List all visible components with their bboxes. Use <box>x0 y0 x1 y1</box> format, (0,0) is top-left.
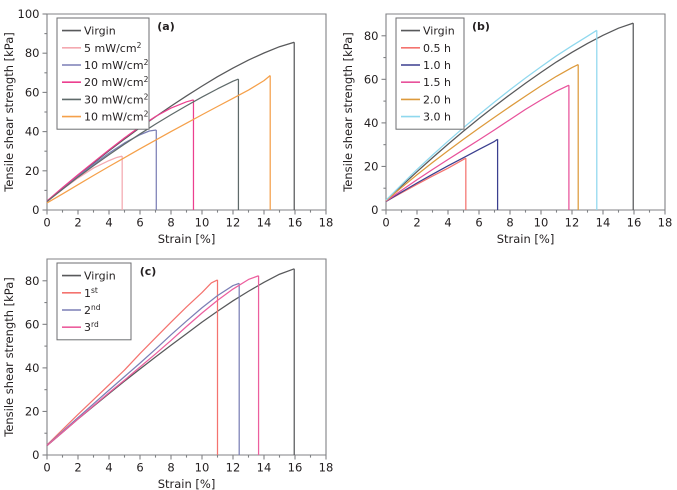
y-tick-label-b: 20 <box>364 159 379 173</box>
y-tick-label-b: 40 <box>364 116 379 130</box>
x-tick-label-c: 2 <box>74 461 81 475</box>
x-tick-label-c: 4 <box>105 461 112 475</box>
legend-label-c: 3rd <box>84 320 99 334</box>
x-tick-label-b: 0 <box>382 216 389 230</box>
y-tick-label-a: 20 <box>25 164 40 178</box>
x-tick-label-a: 18 <box>319 216 334 230</box>
y-tick-label-c: 40 <box>25 361 40 375</box>
x-tick-label-c: 16 <box>288 461 303 475</box>
x-tick-label-b: 16 <box>627 216 642 230</box>
x-tick-label-c: 18 <box>319 461 334 475</box>
series-curve-a <box>46 155 123 202</box>
x-tick-label-b: 4 <box>444 216 451 230</box>
x-tick-label-c: 14 <box>257 461 272 475</box>
legend-label-a: 5 mW/cm2 <box>84 41 142 55</box>
x-tick-label-a: 10 <box>195 216 210 230</box>
y-tick-label-a: 0 <box>32 203 39 217</box>
series-curve-b <box>385 63 579 202</box>
series-curve-a <box>46 99 194 202</box>
chart-panel-a: 0 2 4 6 8 10 12 14 16 18 0 20 40 60 80 100 Strain [%] Ten… <box>0 0 338 245</box>
y-axis-title-c: Tensile shear strength [kPa] <box>2 277 16 438</box>
y-tick-label-c: 60 <box>25 317 40 331</box>
legend-label-b: 1.5 h <box>423 76 451 89</box>
legend-label-a: 30 mW/cm2 <box>84 92 149 106</box>
x-tick-label-c: 12 <box>226 461 241 475</box>
series-curve-a <box>46 75 271 204</box>
series-curve-c <box>46 275 259 446</box>
y-axis-title-b: Tensile shear strength [kPa] <box>341 32 355 193</box>
series-curve-c <box>46 279 218 446</box>
x-tick-label-b: 10 <box>534 216 549 230</box>
x-tick-label-a: 2 <box>74 216 81 230</box>
x-tick-label-a: 6 <box>136 216 143 230</box>
legend-label-b: 2.0 h <box>423 93 451 106</box>
x-tick-label-b: 12 <box>565 216 580 230</box>
legend-label-c: 2nd <box>84 303 101 317</box>
chart-svg-a: 0 2 4 6 8 10 12 14 16 18 0 20 40 60 80 100 Strain [%] Ten… <box>2 7 334 245</box>
legend-label-a: 20 mW/cm2 <box>84 75 149 89</box>
series-curve-a <box>46 129 157 202</box>
chart-svg-c: 0 2 4 6 8 10 12 14 16 18 0 20 40 60 80 Strain [%] Tensil… <box>2 258 334 490</box>
legend-label-c: 1st <box>84 286 98 300</box>
x-tick-label-a: 0 <box>43 216 50 230</box>
panel-letter-c: (c) <box>140 265 157 278</box>
y-tick-label-a: 100 <box>18 7 40 21</box>
x-tick-label-c: 6 <box>136 461 143 475</box>
chart-panel-b: 0 2 4 6 8 10 12 14 16 18 0 20 40 60 80 Strain [%] Tensil… <box>339 0 677 245</box>
y-tick-label-b: 0 <box>371 203 378 217</box>
x-tick-label-b: 8 <box>506 216 513 230</box>
series-curve-b <box>385 29 598 201</box>
legend-box-a <box>56 17 150 130</box>
legend-label-b: 3.0 h <box>423 111 451 124</box>
x-tick-label-a: 4 <box>105 216 112 230</box>
x-tick-label-a: 12 <box>226 216 241 230</box>
y-tick-label-c: 80 <box>25 274 40 288</box>
plot-frame-b <box>385 13 666 210</box>
y-tick-label-a: 80 <box>25 46 40 60</box>
y-tick-label-a: 40 <box>25 125 40 139</box>
y-tick-label-b: 60 <box>364 72 379 86</box>
series-curve-c <box>46 282 240 446</box>
x-tick-label-b: 6 <box>475 216 482 230</box>
series-curve-b <box>385 84 570 202</box>
x-axis-title-b: Strain [%] <box>497 232 555 245</box>
legend-label-c: Virgin <box>84 270 116 283</box>
x-tick-label-c: 8 <box>167 461 174 475</box>
series-curve-b <box>385 157 467 203</box>
x-tick-label-c: 0 <box>43 461 50 475</box>
x-axis-title-a: Strain [%] <box>158 232 216 245</box>
legend-label-b: 1.0 h <box>423 59 451 72</box>
x-tick-label-b: 2 <box>413 216 420 230</box>
chart-panel-c: 0 2 4 6 8 10 12 14 16 18 0 20 40 60 80 Strain [%] Tensil… <box>0 245 338 490</box>
panel-letter-b: (b) <box>472 20 490 33</box>
series-curve-b <box>385 22 634 202</box>
x-tick-label-a: 8 <box>167 216 174 230</box>
y-tick-label-b: 80 <box>364 29 379 43</box>
chart-svg-b: 0 2 4 6 8 10 12 14 16 18 0 20 40 60 80 Strain [%] Tensil… <box>341 13 673 245</box>
y-tick-label-c: 0 <box>32 448 39 462</box>
x-axis-title-c: Strain [%] <box>158 477 216 490</box>
x-tick-label-a: 16 <box>288 216 303 230</box>
legend-label-b: 0.5 h <box>423 42 451 55</box>
legend-label-a: 10 mW/cm2 <box>84 110 149 124</box>
y-tick-label-c: 20 <box>25 404 40 418</box>
y-axis-title-a: Tensile shear strength [kPa] <box>2 32 16 193</box>
x-tick-label-b: 14 <box>596 216 611 230</box>
legend-box-b <box>395 17 465 130</box>
panel-letter-a: (a) <box>157 20 174 33</box>
x-tick-label-b: 18 <box>658 216 673 230</box>
legend-label-b: Virgin <box>423 25 455 38</box>
x-tick-label-a: 14 <box>257 216 272 230</box>
series-curve-b <box>385 138 498 203</box>
plot-frame-c <box>46 258 327 455</box>
y-tick-label-a: 60 <box>25 85 40 99</box>
legend-label-a: Virgin <box>84 25 116 38</box>
x-tick-label-c: 10 <box>195 461 210 475</box>
legend-label-a: 10 mW/cm2 <box>84 58 149 72</box>
